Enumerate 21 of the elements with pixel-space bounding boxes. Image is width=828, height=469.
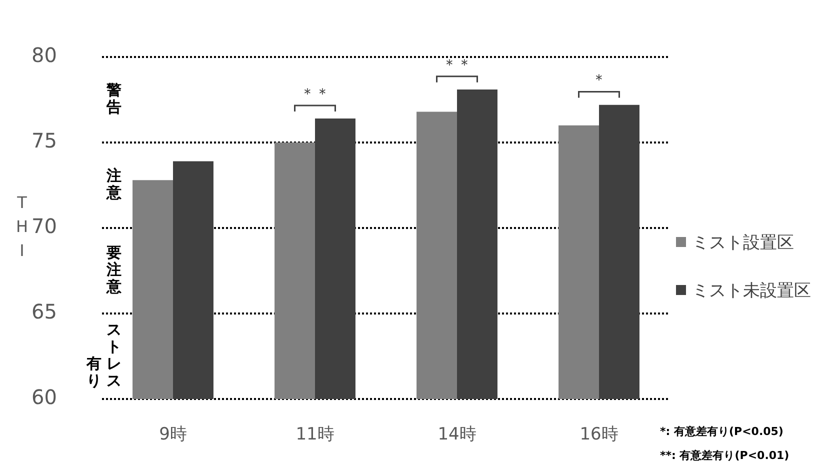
annotation: 要注意 <box>106 244 122 296</box>
annotation: 注意 <box>106 166 122 202</box>
y-tick-label: 65 <box>32 300 57 324</box>
annotation: ＊＊ <box>300 84 330 102</box>
x-tick-label: 16時 <box>580 424 618 445</box>
annotation: ＊ <box>592 70 606 89</box>
legend-label: ミスト未設置区 <box>692 280 811 302</box>
text: *: 有意差有り(P<0.05) <box>660 424 784 440</box>
text: **: 有意差有り(P<0.01) <box>660 448 790 464</box>
annotation: ＊＊ <box>442 55 472 74</box>
legend-label: ミスト設置区 <box>692 232 794 254</box>
y-tick-label: 60 <box>32 385 57 410</box>
y-tick-label: 70 <box>32 214 57 238</box>
x-tick-label: 14時 <box>438 424 476 445</box>
y-tick-label: 75 <box>32 128 57 153</box>
y-axis-title: THI <box>16 193 28 260</box>
x-tick-label: 11時 <box>296 424 334 445</box>
annotation: ストレス有り <box>86 320 122 390</box>
y-tick-label: 80 <box>32 43 57 68</box>
x-tick-label: 9時 <box>159 424 187 445</box>
annotation: 警告 <box>106 81 122 116</box>
